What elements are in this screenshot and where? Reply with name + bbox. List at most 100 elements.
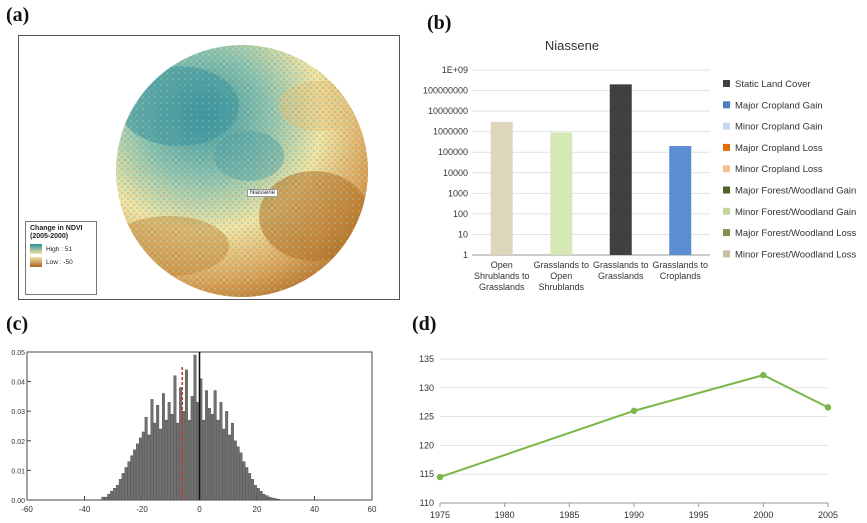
chart-c-xtick-label: -40 — [79, 505, 91, 514]
chart-c-ytick-label: 0.00 — [11, 498, 25, 505]
chart-c-bar — [150, 399, 154, 501]
chart-d-ytick-label: 110 — [420, 498, 434, 508]
chart-b-bar — [609, 84, 632, 255]
chart-c-bar — [133, 449, 137, 501]
chart-c-bar — [230, 422, 234, 501]
chart-c-bar — [115, 485, 119, 501]
chart-b-legend-label: Minor Cropland Gain — [735, 122, 823, 133]
chart-b-category-label: Open — [491, 260, 513, 270]
legend-low-swatch — [30, 257, 42, 267]
chart-d-point — [630, 407, 638, 415]
chart-b-legend-swatch — [723, 229, 730, 237]
legend-title: Change in NDVI (2005-2000) — [30, 225, 96, 241]
chart-c-xtick-label: -20 — [136, 505, 148, 514]
chart-c-ytick-label: 0.03 — [11, 409, 25, 416]
chart-b-ytick-label: 1 — [463, 250, 468, 260]
legend-low-label: Low : -50 — [46, 258, 73, 266]
legend-low-row: Low : -50 — [30, 257, 96, 267]
chart-c-bar — [207, 408, 211, 501]
chart-d-series-line — [439, 374, 829, 479]
chart-c-bar — [202, 419, 206, 501]
chart-c-bar — [190, 396, 194, 501]
chart-c-bar — [130, 455, 134, 501]
chart-c-bar — [118, 479, 122, 501]
chart-c-bar — [124, 467, 128, 501]
chart-c-xtick-label: 40 — [310, 505, 319, 514]
chart-b-bar — [669, 146, 692, 255]
chart-c-bar — [156, 405, 160, 501]
chart-c-bar — [127, 461, 131, 501]
chart-c-bar — [233, 440, 237, 501]
chart-d-xtick-label: 1985 — [559, 510, 579, 520]
chart-c-bars — [101, 354, 280, 501]
chart-b-legend-label: Minor Forest/Woodland Loss — [735, 249, 857, 260]
chart-c-ytick-label: 0.05 — [11, 350, 25, 357]
chart-c-bar — [170, 414, 174, 501]
chart-c-bar — [184, 369, 188, 501]
chart-c-bar — [274, 498, 277, 501]
chart-b-legend-swatch — [723, 207, 730, 215]
chart-c-lines — [181, 352, 201, 500]
chart-c-bar — [236, 446, 240, 501]
ndvi-map-panel: Niassene Change in NDVI (2005-2000) High… — [18, 35, 400, 300]
chart-c-bar — [121, 473, 125, 501]
chart-c-bar — [276, 498, 280, 501]
site-label: Niassene — [247, 189, 279, 197]
panel-label-b: (b) — [427, 12, 452, 34]
chart-c-bar — [245, 467, 249, 501]
chart-c-bar — [176, 422, 180, 501]
chart-b-legend-swatch — [723, 250, 730, 258]
chart-b-legend-swatch — [723, 143, 730, 151]
chart-d-xtick-label: 1995 — [689, 510, 709, 520]
legend-title-line2: (2005-2000) — [30, 233, 69, 240]
chart-d-point — [760, 371, 767, 379]
chart-c-ytick-label: 0.01 — [11, 468, 25, 475]
chart-b-bars — [490, 84, 692, 255]
chart-b-ytick-label: 10 — [458, 229, 468, 239]
chart-b-legend-label: Major Cropland Gain — [735, 100, 823, 111]
chart-d-ytick-label: 135 — [419, 354, 434, 364]
chart-c-bar — [167, 402, 171, 501]
chart-b-category-label: Croplands — [660, 271, 702, 281]
chart-d-ytick-label: 130 — [419, 383, 434, 393]
chart-c-bar — [265, 495, 269, 501]
panel-label-a: (a) — [6, 4, 30, 26]
chart-c-xtick-label: 60 — [368, 505, 377, 514]
chart-c-bar — [182, 411, 185, 501]
chart-d-xtick-label: 2005 — [818, 510, 838, 520]
chart-b-ytick-label: 1000000 — [433, 127, 468, 137]
legend-high-row: High : 51 — [30, 244, 96, 254]
chart-d-point — [436, 473, 444, 481]
chart-b-legend-swatch — [723, 80, 730, 87]
chart-c-bar — [248, 473, 252, 501]
chart-c-bar — [225, 411, 229, 501]
chart-b-category-label: Open — [550, 271, 572, 281]
chart-c-bar — [219, 402, 223, 501]
chart-c-bar — [256, 488, 260, 501]
chart-b-legend-swatch — [723, 186, 730, 194]
chart-c-xtick-label: 0 — [197, 505, 202, 514]
chart-b-title: Niassene — [545, 38, 599, 53]
chart-c-bar — [271, 497, 275, 501]
chart-c-bar — [251, 479, 254, 501]
chart-d-xtick-label: 1990 — [624, 510, 644, 520]
chart-b-ytick-label: 10000000 — [428, 106, 468, 116]
legend-high-label: High : 51 — [46, 245, 73, 253]
chart-b-category-label: Grasslands to — [533, 260, 589, 270]
chart-c-bar — [262, 493, 266, 501]
map-legend: Change in NDVI (2005-2000) High : 51 Low… — [25, 221, 97, 295]
chart-b-ytick-label: 100000000 — [423, 86, 468, 96]
chart-d-xtick-label: 1980 — [495, 510, 515, 520]
chart-c-bar — [138, 437, 142, 501]
chart-b-category-label: Grasslands to — [652, 260, 708, 270]
chart-c-bar — [222, 428, 226, 501]
chart-b-legend-label: Major Forest/Woodland Loss — [735, 228, 857, 239]
panel-label-d: (d) — [412, 313, 437, 335]
chart-c-bar — [136, 443, 139, 501]
chart-c-bar — [101, 496, 105, 501]
chart-c-bar — [153, 422, 157, 501]
chart-c-bar — [239, 452, 243, 501]
chart-c-bar — [216, 419, 220, 501]
chart-c-xtick-label: 20 — [253, 505, 262, 514]
